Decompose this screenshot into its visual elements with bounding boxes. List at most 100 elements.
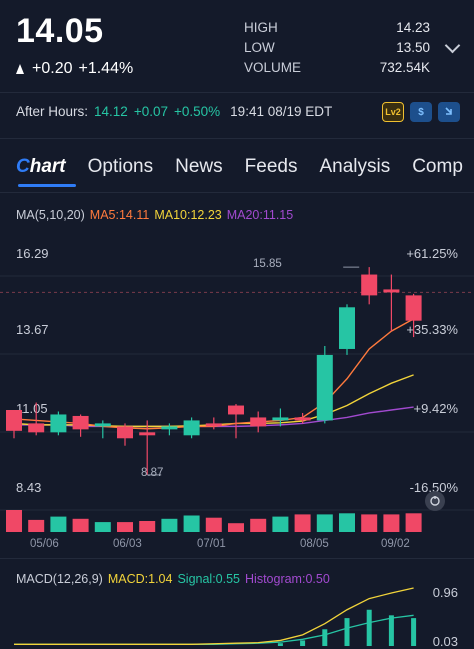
active-tab-indicator (18, 184, 76, 187)
volume-bar (94, 522, 111, 532)
volume-bar (361, 514, 378, 532)
y-tick-right: -16.50% (409, 480, 458, 495)
high-value: 14.23 (396, 20, 430, 35)
volume-bar (117, 522, 133, 532)
after-hours-price: 14.12 (94, 104, 128, 119)
divider (0, 92, 474, 93)
y-tick-left: 11.05 (16, 401, 48, 416)
chevron-right-icon[interactable] (444, 37, 461, 54)
low-label: LOW (244, 40, 275, 55)
macd-title: MACD(12,26,9) (16, 572, 103, 586)
candle (139, 432, 156, 436)
candle (28, 423, 45, 433)
divider (0, 192, 474, 193)
volume-bar (316, 514, 333, 532)
dollar-badge[interactable]: $ (410, 102, 432, 122)
change-percent: +1.44% (78, 60, 134, 77)
up-arrow-icon (16, 64, 24, 74)
macd-value: MACD:1.04 (107, 572, 173, 586)
macd-tick: 0.03 (432, 634, 458, 649)
tab-chart[interactable]: Chart (16, 156, 66, 177)
ma20-value: MA20:11.15 (226, 208, 294, 222)
tab-feeds[interactable]: Feeds (244, 156, 298, 177)
volume-bar (183, 515, 200, 532)
volume-bar (161, 518, 178, 532)
macd-histogram-bar (344, 618, 350, 646)
signal-line (14, 614, 414, 645)
divider (0, 138, 474, 139)
volume-value: 732.54K (379, 60, 430, 75)
candle (250, 417, 267, 427)
candle (205, 423, 222, 427)
after-hours-change: +0.07 (133, 104, 168, 119)
candle (316, 354, 333, 421)
x-tick: 06/03 (113, 538, 142, 550)
quote-stats[interactable]: HIGH 14.23 LOW 13.50 VOLUME 732.54K (244, 20, 430, 80)
candle (294, 417, 311, 421)
after-hours-time: 19:41 08/19 EDT (230, 104, 333, 119)
macd-histogram-bar (277, 643, 283, 646)
x-tick: 09/02 (381, 538, 410, 550)
badge-group: Lv2 $ (382, 102, 460, 122)
candle (383, 289, 400, 293)
volume-bar (205, 517, 222, 532)
volume-bar (228, 523, 244, 532)
candle (228, 405, 244, 415)
after-hours-label: After Hours: (16, 104, 89, 119)
ma5-value: MA5:14.11 (89, 208, 150, 222)
tab-news[interactable]: News (175, 156, 223, 177)
candle (339, 307, 355, 349)
tab-comp[interactable]: Comp (412, 156, 463, 177)
histogram-value: Histogram:0.50 (245, 572, 330, 586)
volume-bar (28, 519, 45, 532)
ma-title: MA(5,10,20) (16, 208, 85, 222)
candle (117, 426, 133, 439)
last-price: 14.05 (16, 12, 104, 50)
x-tick: 07/01 (197, 538, 226, 550)
low-value: 13.50 (396, 40, 430, 55)
after-hours-row: After Hours: 14.12 +0.07 +0.50% 19:41 08… (16, 104, 332, 119)
macd-histogram-bar (300, 640, 306, 646)
y-tick-left: 13.67 (16, 322, 49, 337)
volume-label: VOLUME (244, 60, 302, 75)
volume-bar (6, 510, 22, 532)
macd-line (14, 587, 414, 645)
candle (50, 414, 67, 433)
candle (405, 295, 422, 321)
y-tick-right: +35.33% (406, 322, 458, 337)
candlestick-chart[interactable] (0, 240, 474, 540)
macd-histogram-bar (322, 629, 328, 646)
volume-bar (405, 513, 422, 532)
lv2-badge[interactable]: Lv2 (382, 102, 404, 122)
high-annotation: 15.85 (253, 258, 282, 270)
macd-legend[interactable]: MACD(12,26,9) MACD:1.04 Signal:0.55 Hist… (16, 572, 330, 586)
macd-chart[interactable] (0, 584, 474, 648)
volume-bar (383, 514, 400, 532)
volume-bar (250, 518, 267, 532)
volume-bar (139, 521, 156, 532)
tab-analysis[interactable]: Analysis (319, 156, 391, 177)
low-annotation: 8.87 (141, 467, 164, 479)
volume-bar (272, 516, 289, 532)
macd-histogram-bar (388, 615, 394, 646)
price-change: +0.20 +1.44% (16, 60, 133, 78)
high-label: HIGH (244, 20, 278, 35)
candle (272, 417, 289, 421)
candle (6, 410, 22, 431)
arrow-down-icon[interactable] (438, 102, 460, 122)
ma-legend[interactable]: MA(5,10,20) MA5:14.11 MA10:12.23 MA20:11… (16, 208, 293, 222)
y-tick-left: 16.29 (16, 246, 49, 261)
candle (72, 415, 89, 430)
volume-bar (339, 513, 355, 532)
signal-value: Signal:0.55 (177, 572, 241, 586)
divider (0, 558, 474, 559)
macd-histogram-bar (366, 609, 372, 646)
volume-bar (72, 518, 89, 532)
tab-options[interactable]: Options (87, 156, 154, 177)
candle (94, 423, 111, 427)
candle (161, 426, 178, 430)
volume-bar (294, 514, 311, 532)
macd-histogram-bar (411, 618, 417, 646)
reset-zoom-icon[interactable] (425, 491, 445, 511)
ma10-value: MA10:12.23 (154, 208, 222, 222)
